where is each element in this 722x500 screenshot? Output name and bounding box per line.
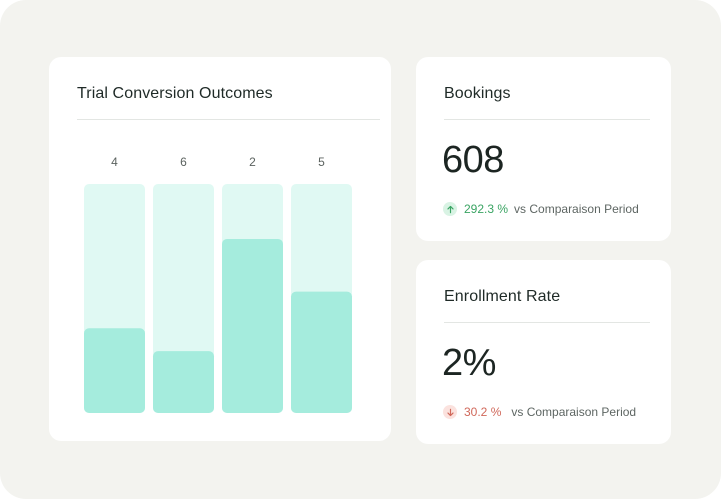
bar-value-label: 5: [318, 155, 325, 169]
bookings-comparison-label: vs Comparaison Period: [514, 202, 639, 216]
bar-fill: [153, 351, 214, 413]
enrollment-delta: 30.2 % vs Comparaison Period: [443, 405, 636, 419]
chart-title-divider: [77, 119, 380, 120]
bar-chart: 4 6 2 5: [84, 155, 352, 413]
enrollment-title: Enrollment Rate: [444, 288, 561, 305]
arrow-down-icon: [443, 405, 457, 419]
enrollment-comparison-label: vs Comparaison Period: [511, 405, 637, 419]
enrollment-delta-percent: 30.2 %: [464, 405, 502, 419]
bar-value-label: 2: [249, 155, 256, 169]
bookings-card: Bookings 608 292.3 % vs Comparaison Peri…: [416, 57, 671, 241]
arrow-up-icon: [443, 202, 457, 216]
bookings-divider: [444, 119, 650, 120]
bookings-title: Bookings: [444, 85, 511, 102]
bar-fill: [291, 291, 352, 413]
trial-conversion-card: Trial Conversion Outcomes 4 6 2 5: [49, 57, 391, 441]
bar-value-label: 4: [111, 155, 118, 169]
bar-fill: [84, 328, 145, 413]
bookings-delta-percent: 292.3 %: [464, 202, 509, 216]
enrollment-divider: [444, 322, 650, 323]
enrollment-value: 2%: [442, 342, 496, 384]
bookings-delta: 292.3 % vs Comparaison Period: [443, 202, 639, 216]
bar-value-label: 6: [180, 155, 187, 169]
bookings-value: 608: [442, 139, 504, 181]
bar-fill: [222, 238, 283, 413]
chart-title: Trial Conversion Outcomes: [77, 85, 273, 102]
enrollment-rate-card: Enrollment Rate 2% 30.2 % vs Comparaison…: [416, 260, 671, 444]
